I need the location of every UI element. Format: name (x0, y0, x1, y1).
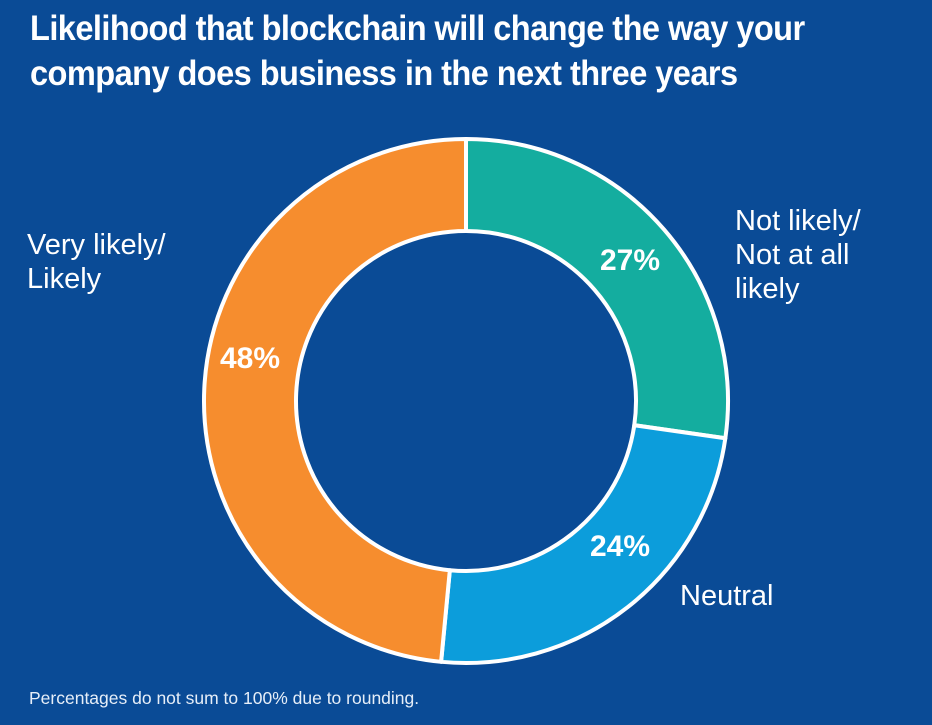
donut-value-labels: 27% 24% 48% (220, 244, 660, 563)
value-label-2: 24% (590, 530, 650, 563)
label-line: Likely (27, 263, 102, 295)
footnote: Percentages do not sum to 100% due to ro… (29, 688, 420, 708)
slice-label-not-likely: Not likely/ Not at all likely (735, 204, 861, 306)
value-label-3: 48% (220, 342, 280, 375)
slice-label-neutral: Neutral (680, 579, 774, 613)
donut-slices (201, 137, 730, 665)
donut-slice-2 (439, 423, 728, 665)
label-line: Not at all (735, 239, 850, 271)
label-line: likely (735, 273, 800, 305)
value-label-1: 27% (600, 244, 660, 277)
donut-slice-1 (464, 137, 730, 441)
donut-slice-3 (201, 137, 468, 664)
chart-title: Likelihood that blockchain will change t… (30, 9, 805, 93)
slice-label-very-likely: Very likely/ Likely (27, 228, 166, 296)
label-line: Not likely/ (735, 205, 861, 237)
label-line: Neutral (680, 580, 774, 612)
label-line: Very likely/ (27, 229, 166, 261)
